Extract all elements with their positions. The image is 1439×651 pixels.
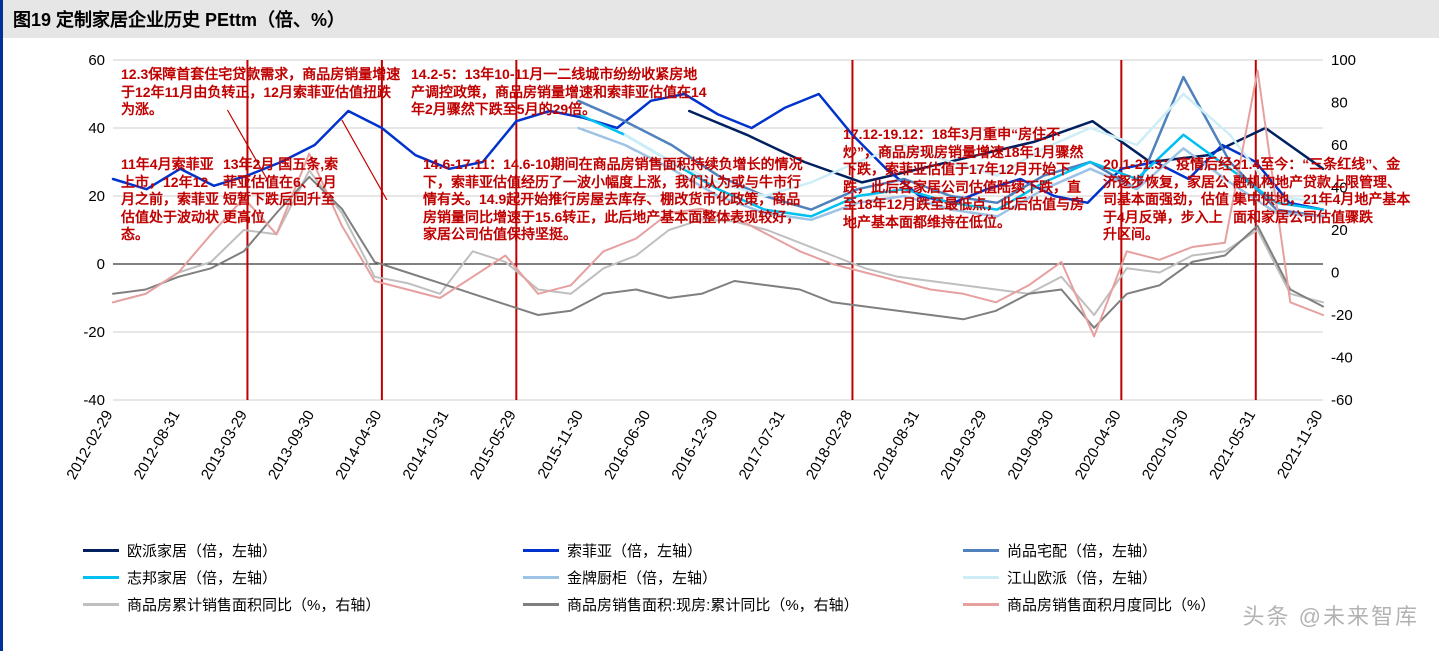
legend-label: 商品房累计销售面积同比（%，右轴）: [127, 594, 380, 615]
legend-label: 尚品宅配（倍，左轴）: [1007, 540, 1157, 561]
svg-text:2015-11-30: 2015-11-30: [534, 408, 587, 482]
svg-text:2019-03-29: 2019-03-29: [937, 408, 990, 483]
svg-text:2021-05-31: 2021-05-31: [1206, 408, 1259, 483]
legend-item: 欧派家居（倍，左轴）: [83, 540, 523, 561]
svg-text:-40: -40: [83, 392, 105, 409]
svg-text:2017-07-31: 2017-07-31: [736, 408, 789, 483]
legend-swatch: [83, 549, 119, 552]
legend-swatch: [523, 576, 559, 579]
figure-title: 图19 定制家居企业历史 PEttm（倍、%）: [3, 0, 1439, 38]
svg-text:40: 40: [1331, 180, 1348, 197]
legend-swatch: [963, 603, 999, 606]
figure-container: 图19 定制家居企业历史 PEttm（倍、%） -40 -20 0 20 40 60 -60…: [0, 0, 1439, 651]
svg-text:20: 20: [1331, 222, 1348, 239]
legend-swatch: [963, 576, 999, 579]
svg-text:2014-10-31: 2014-10-31: [399, 408, 452, 483]
svg-text:2016-06-30: 2016-06-30: [601, 408, 654, 483]
legend-swatch: [963, 549, 999, 552]
svg-text:-60: -60: [1331, 392, 1353, 409]
legend-item: 金牌厨柜（倍，左轴）: [523, 567, 963, 588]
svg-text:-20: -20: [83, 324, 105, 341]
legend-label: 索菲亚（倍，左轴）: [567, 540, 702, 561]
svg-text:-40: -40: [1331, 350, 1353, 367]
legend-item: 商品房销售面积:现房:累计同比（%，右轴）: [523, 594, 963, 615]
svg-text:2013-03-29: 2013-03-29: [198, 408, 251, 483]
legend-item: 志邦家居（倍，左轴）: [83, 567, 523, 588]
svg-text:20: 20: [88, 188, 105, 205]
svg-text:2013-09-30: 2013-09-30: [265, 408, 318, 483]
svg-text:80: 80: [1331, 95, 1348, 112]
legend-swatch: [523, 549, 559, 552]
svg-text:0: 0: [97, 256, 105, 273]
legend-label: 志邦家居（倍，左轴）: [127, 567, 277, 588]
svg-text:2012-08-31: 2012-08-31: [131, 408, 184, 483]
legend-item: 索菲亚（倍，左轴）: [523, 540, 963, 561]
legend-label: 欧派家居（倍，左轴）: [127, 540, 277, 561]
svg-text:2021-11-30: 2021-11-30: [1274, 408, 1327, 482]
svg-text:2016-12-30: 2016-12-30: [668, 408, 721, 483]
svg-text:2019-09-30: 2019-09-30: [1004, 408, 1057, 483]
legend-item: 商品房累计销售面积同比（%，右轴）: [83, 594, 523, 615]
legend-swatch: [83, 603, 119, 606]
legend-swatch: [83, 576, 119, 579]
legend-swatch: [523, 603, 559, 606]
svg-text:2020-04-30: 2020-04-30: [1072, 408, 1125, 483]
svg-text:2014-04-30: 2014-04-30: [332, 408, 385, 483]
chart-plot-area: -40 -20 0 20 40 60 -60 -40 -20 0 20 40 60 80 100 2012-0…: [63, 50, 1373, 490]
chart-legend: 欧派家居（倍，左轴） 索菲亚（倍，左轴） 尚品宅配（倍，左轴） 志邦家居（倍，左轴） 金…: [83, 540, 1403, 615]
watermark-text: 头条 @未来智库: [1243, 599, 1419, 631]
legend-label: 江山欧派（倍，左轴）: [1007, 567, 1157, 588]
svg-text:40: 40: [88, 120, 105, 137]
svg-text:0: 0: [1331, 265, 1339, 282]
svg-text:2020-10-30: 2020-10-30: [1139, 408, 1192, 483]
svg-text:2015-05-29: 2015-05-29: [467, 408, 520, 483]
legend-item: 尚品宅配（倍，左轴）: [963, 540, 1403, 561]
svg-text:-20: -20: [1331, 307, 1353, 324]
svg-text:60: 60: [88, 52, 105, 69]
svg-text:2018-02-28: 2018-02-28: [803, 408, 856, 483]
legend-label: 金牌厨柜（倍，左轴）: [567, 567, 717, 588]
legend-label: 商品房销售面积月度同比（%）: [1007, 594, 1215, 615]
svg-text:2012-02-29: 2012-02-29: [63, 408, 116, 483]
chart-svg: -40 -20 0 20 40 60 -60 -40 -20 0 20 40 60 80 100 2012-0…: [63, 50, 1373, 490]
legend-item: 江山欧派（倍，左轴）: [963, 567, 1403, 588]
legend-label: 商品房销售面积:现房:累计同比（%，右轴）: [567, 594, 859, 615]
svg-text:60: 60: [1331, 137, 1348, 154]
svg-text:100: 100: [1331, 52, 1356, 69]
svg-text:2018-08-31: 2018-08-31: [870, 408, 923, 483]
